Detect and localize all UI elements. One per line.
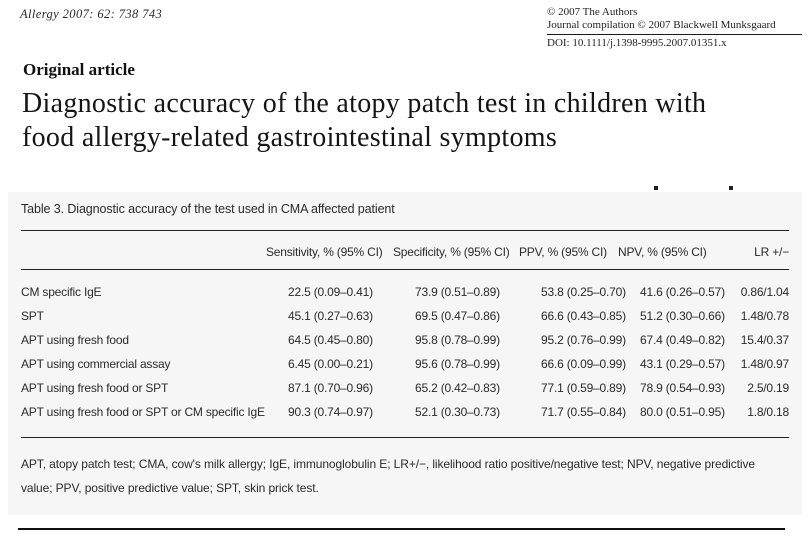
sensitivity-value: 64.5 (0.45–0.80) [288, 333, 373, 347]
table-row: APT using fresh food or SPT 87.1 (0.70–0… [21, 376, 789, 400]
specificity-value: 73.9 (0.51–0.89) [415, 285, 500, 299]
ppv-value: 77.1 (0.59–0.89) [541, 381, 626, 395]
lr-value: 1.8/0.18 [747, 405, 789, 419]
table-row: APT using fresh food or SPT or CM specif… [21, 400, 789, 438]
npv-value: 67.4 (0.49–0.82) [640, 333, 725, 347]
row-label: SPT [21, 309, 44, 323]
lr-value: 2.5/0.19 [747, 381, 789, 395]
article-title: Diagnostic accuracy of the atopy patch t… [22, 87, 722, 155]
lr-value: 15.4/0.37 [740, 333, 789, 347]
sensitivity-value: 90.3 (0.74–0.97) [288, 405, 373, 419]
npv-value: 80.0 (0.51–0.95) [640, 405, 725, 419]
row-label: APT using commercial assay [21, 357, 171, 371]
scan-artifact-mark [729, 186, 733, 190]
table-row: CM specific IgE 22.5 (0.09–0.41) 73.9 (0… [21, 270, 789, 305]
sensitivity-value: 6.45 (0.00–0.21) [288, 357, 373, 371]
doi: DOI: 10.1111/j.1398-9995.2007.01351.x [547, 37, 727, 49]
sensitivity-value: 22.5 (0.09–0.41) [288, 285, 373, 299]
journal-reference: Allergy 2007: 62: 738 743 [20, 7, 163, 21]
table-caption: Table 3. Diagnostic accuracy of the test… [21, 202, 395, 216]
npv-value: 43.1 (0.29–0.57) [640, 357, 725, 371]
ppv-value: 71.7 (0.55–0.84) [541, 405, 626, 419]
col-header-lr: LR +/− [724, 230, 789, 270]
table-header-row: Sensitivity, % (95% CI) Specificity, % (… [21, 230, 789, 270]
copyright-authors: © 2007 The Authors [547, 6, 638, 18]
table-3-block: Table 3. Diagnostic accuracy of the test… [8, 192, 802, 515]
row-label: CM specific IgE [21, 285, 102, 299]
lr-value: 0.86/1.04 [740, 285, 789, 299]
table-footnote: APT, atopy patch test; CMA, cow's milk a… [21, 457, 755, 495]
npv-value: 51.2 (0.30–0.66) [640, 309, 725, 323]
npv-value: 41.6 (0.26–0.57) [640, 285, 725, 299]
col-header-npv: NPV, % (95% CI) [618, 230, 724, 270]
specificity-value: 95.6 (0.78–0.99) [415, 357, 500, 371]
col-header-ppv: PPV, % (95% CI) [519, 230, 618, 270]
col-header-test [21, 230, 266, 270]
row-label: APT using fresh food or SPT [21, 381, 169, 395]
scan-artifact-mark [654, 186, 658, 190]
article-type-label: Original article [23, 60, 135, 79]
row-label: APT using fresh food [21, 333, 129, 347]
page-bottom-rule [18, 528, 785, 530]
specificity-value: 52.1 (0.30–0.73) [415, 405, 500, 419]
lr-value: 1.48/0.97 [740, 357, 789, 371]
article-title-line1: Diagnostic accuracy of the atopy patch t… [22, 88, 707, 119]
row-label: APT using fresh food or SPT or CM specif… [21, 405, 265, 419]
ppv-value: 95.2 (0.76–0.99) [541, 333, 626, 347]
ppv-value: 53.8 (0.25–0.70) [541, 285, 626, 299]
specificity-value: 69.5 (0.47–0.86) [415, 309, 500, 323]
col-header-sensitivity: Sensitivity, % (95% CI) [266, 230, 393, 270]
table-row: APT using fresh food 64.5 (0.45–0.80) 95… [21, 328, 789, 352]
col-header-specificity: Specificity, % (95% CI) [393, 230, 519, 270]
specificity-value: 95.8 (0.78–0.99) [415, 333, 500, 347]
sensitivity-value: 87.1 (0.70–0.96) [288, 381, 373, 395]
sensitivity-value: 45.1 (0.27–0.63) [288, 309, 373, 323]
npv-value: 78.9 (0.54–0.93) [640, 381, 725, 395]
diagnostic-accuracy-table: Sensitivity, % (95% CI) Specificity, % (… [21, 230, 789, 438]
ppv-value: 66.6 (0.09–0.99) [541, 357, 626, 371]
table-row: SPT 45.1 (0.27–0.63) 69.5 (0.47–0.86) 66… [21, 304, 789, 328]
article-title-line2: food allergy-related gastrointestinal sy… [22, 122, 558, 153]
specificity-value: 65.2 (0.42–0.83) [415, 381, 500, 395]
copyright-divider [547, 34, 802, 35]
table-row: APT using commercial assay 6.45 (0.00–0.… [21, 352, 789, 376]
ppv-value: 66.6 (0.43–0.85) [541, 309, 626, 323]
lr-value: 1.48/0.78 [740, 309, 789, 323]
copyright-compilation: Journal compilation © 2007 Blackwell Mun… [547, 18, 776, 31]
copyright-block: © 2007 The Authors Journal compilation ©… [547, 6, 802, 50]
